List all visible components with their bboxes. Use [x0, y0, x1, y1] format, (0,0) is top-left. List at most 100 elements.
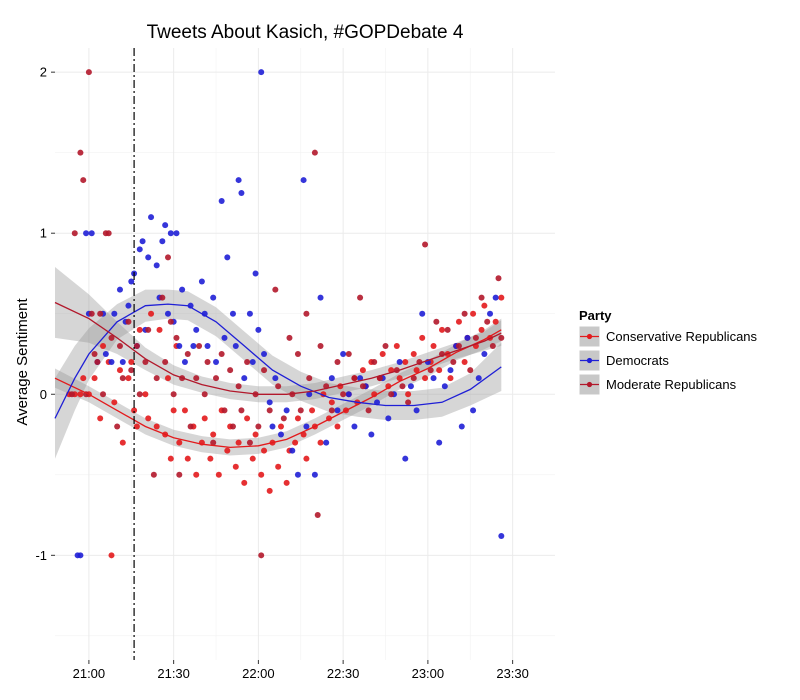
data-point — [116, 342, 123, 349]
legend: Party Conservative Republicans Democrats M… — [578, 308, 758, 396]
data-point — [116, 286, 123, 293]
data-point — [238, 189, 245, 196]
data-point — [105, 230, 112, 237]
data-point — [303, 423, 310, 430]
data-point — [261, 367, 268, 374]
data-point — [484, 318, 491, 325]
data-point — [210, 439, 217, 446]
data-point — [419, 310, 426, 317]
data-point — [399, 383, 406, 390]
data-point — [311, 149, 318, 156]
y-tick-label: 0 — [40, 387, 47, 402]
data-point — [470, 407, 477, 414]
data-point — [128, 359, 135, 366]
data-point — [351, 423, 358, 430]
data-point — [455, 342, 462, 349]
data-point — [283, 407, 290, 414]
data-point — [470, 310, 477, 317]
y-tick-label: 1 — [40, 226, 47, 241]
data-point — [184, 455, 191, 462]
data-point — [133, 342, 140, 349]
data-point — [436, 367, 443, 374]
data-point — [198, 278, 205, 285]
data-point — [317, 294, 324, 301]
data-point — [148, 310, 155, 317]
data-point — [145, 254, 152, 261]
data-point — [210, 431, 217, 438]
y-axis: -1 0 1 2 — [35, 65, 55, 563]
data-point — [475, 375, 482, 382]
data-point — [85, 69, 92, 76]
data-point — [461, 310, 468, 317]
data-point — [215, 471, 222, 478]
data-point — [359, 383, 366, 390]
data-point — [125, 318, 132, 325]
data-point — [232, 463, 239, 470]
data-point — [94, 359, 101, 366]
data-point — [80, 375, 87, 382]
data-point — [450, 359, 457, 366]
data-point — [184, 351, 191, 357]
data-point — [167, 230, 174, 237]
data-point — [283, 479, 290, 486]
data-point — [116, 367, 123, 374]
data-point — [164, 375, 171, 382]
data-point — [164, 310, 171, 317]
data-point — [402, 359, 409, 366]
data-point — [224, 447, 231, 454]
data-point — [269, 423, 276, 430]
data-point — [221, 407, 228, 414]
data-point — [427, 367, 434, 374]
data-point — [111, 399, 118, 406]
data-point — [436, 439, 443, 446]
data-point — [235, 383, 242, 390]
data-point — [249, 359, 256, 366]
data-point — [309, 407, 316, 414]
data-point — [133, 423, 140, 430]
data-point — [472, 334, 479, 341]
data-point — [261, 447, 268, 454]
data-point — [328, 375, 335, 382]
data-point — [461, 359, 468, 366]
data-point — [201, 391, 208, 398]
data-point — [170, 407, 177, 414]
x-axis: 21:00 21:30 22:00 22:30 23:00 23:30 — [73, 660, 529, 681]
data-point — [340, 391, 347, 398]
data-point — [108, 359, 115, 366]
data-point — [478, 294, 485, 301]
data-point — [176, 471, 183, 478]
data-point — [255, 423, 262, 430]
data-point — [97, 415, 104, 422]
data-point — [238, 407, 245, 414]
data-point — [108, 334, 115, 341]
data-point — [430, 375, 437, 382]
data-point — [80, 177, 87, 184]
data-point — [388, 391, 395, 398]
data-point — [68, 391, 75, 398]
data-point — [164, 254, 171, 261]
data-point — [252, 431, 259, 438]
data-point — [422, 375, 429, 382]
data-point — [162, 359, 169, 366]
data-point — [173, 334, 180, 341]
data-point — [306, 375, 313, 382]
x-tick-label: 22:00 — [242, 666, 275, 681]
data-point — [277, 431, 284, 438]
data-point — [444, 326, 451, 333]
data-point — [334, 423, 341, 430]
data-point — [91, 351, 98, 357]
data-point — [210, 294, 217, 301]
x-tick-label: 23:30 — [496, 666, 529, 681]
data-point — [213, 359, 220, 366]
data-point — [218, 351, 225, 357]
legend-label: Democrats — [606, 353, 669, 368]
data-point — [422, 241, 429, 248]
data-point — [97, 310, 104, 317]
data-point — [467, 367, 474, 374]
data-point — [258, 69, 265, 76]
data-point — [481, 351, 488, 357]
data-point — [201, 415, 208, 422]
data-point — [139, 238, 146, 245]
data-point — [345, 351, 352, 357]
